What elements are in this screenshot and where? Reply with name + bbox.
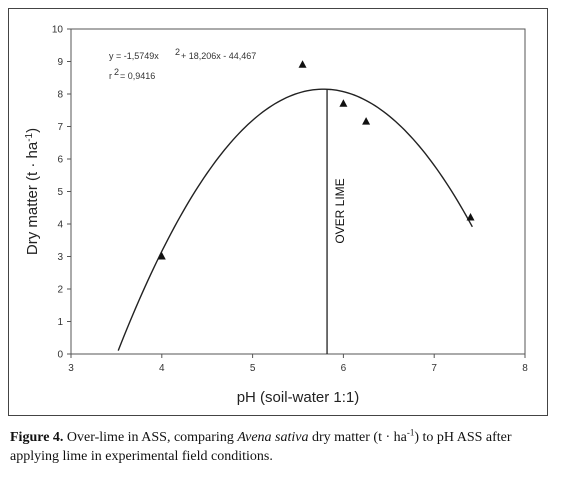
y-tick-label: 4	[57, 220, 63, 231]
x-tick-label: 6	[341, 363, 347, 374]
data-point	[298, 60, 307, 68]
data-point	[157, 252, 166, 260]
x-tick-label: 8	[522, 363, 528, 374]
caption-text-2: dry matter (t · ha	[308, 430, 407, 445]
y-tick-label: 8	[57, 90, 63, 101]
x-tick-label: 4	[159, 363, 165, 374]
caption-text-3: ) to pH ASS after applying lime in exper…	[10, 430, 512, 464]
data-point	[466, 213, 475, 221]
x-tick-label: 3	[68, 363, 74, 374]
y-axis-label: Dry matter (t · ha-1)	[24, 128, 42, 255]
y-tick-label: 10	[52, 25, 64, 36]
y-tick-label: 0	[57, 350, 63, 361]
y-tick-label: 6	[57, 155, 63, 166]
data-point	[339, 99, 348, 107]
caption-species: Avena sativa	[237, 430, 309, 445]
over-lime-label: OVER LIME	[333, 178, 347, 243]
fit-curve	[117, 88, 473, 351]
x-axis-label: pH (soil-water 1:1)	[237, 389, 360, 406]
equation-line-1-left: y = -1,5749x	[109, 51, 159, 61]
x-tick-label: 7	[431, 363, 437, 374]
caption-superscript: -1	[406, 427, 415, 438]
y-tick-label: 2	[57, 285, 63, 296]
equation-line-2-prefix: r	[109, 71, 112, 81]
y-tick-label: 3	[57, 252, 63, 263]
caption-text-1: Over-lime in ASS, comparing	[63, 430, 238, 445]
y-tick-label: 9	[57, 57, 63, 68]
y-tick-label: 1	[57, 317, 63, 328]
equation-line-1-sup: 2	[175, 47, 180, 57]
figure-caption: Figure 4. Over-lime in ASS, comparing Av…	[10, 428, 550, 466]
y-tick-label: 5	[57, 187, 63, 198]
caption-label: Figure 4.	[10, 430, 64, 445]
data-point	[362, 117, 371, 125]
chart: 3 4 5 6 7 8 0 1 2 3 4 5 6 7 8 9 10 pH (soil-water 1:1) Dry…	[24, 25, 529, 407]
figure-frame: 3 4 5 6 7 8 0 1 2 3 4 5 6 7 8 9 10 pH (soil-water 1:1) Dry…	[8, 8, 548, 416]
equation-line-2: = 0,9416	[120, 71, 155, 81]
equation-line-1-right: + 18,206x - 44,467	[181, 51, 256, 61]
equation-line-2-sup: 2	[114, 67, 119, 77]
x-tick-label: 5	[250, 363, 256, 374]
y-tick-label: 7	[57, 122, 63, 133]
